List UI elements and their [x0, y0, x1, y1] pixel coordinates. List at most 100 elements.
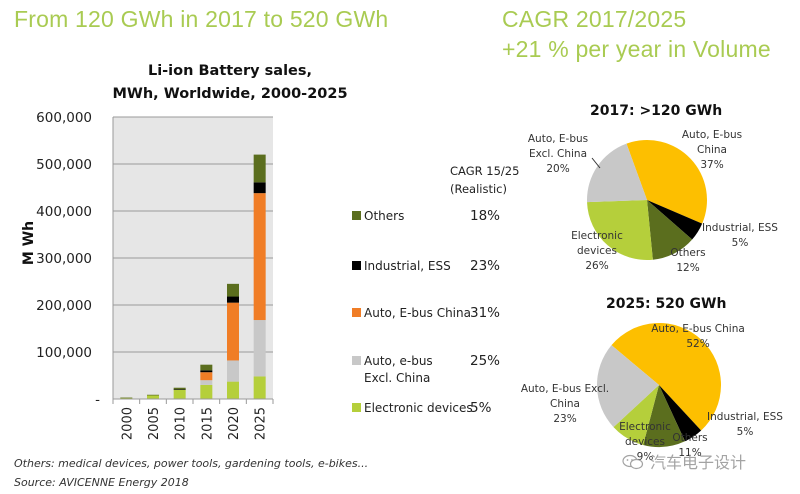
bars	[120, 154, 266, 399]
bar-segment	[120, 397, 133, 399]
source-note: Source: AVICENNE Energy 2018	[14, 476, 189, 489]
y-tick-label: 500,000	[36, 157, 92, 173]
pie-slice	[626, 140, 708, 224]
bar-chart-title: Li-ion Battery sales, MWh, Worldwide, 20…	[90, 60, 370, 106]
bar-segment	[253, 320, 266, 377]
x-tick-label: 2015	[200, 407, 215, 440]
pie-slice	[647, 200, 693, 260]
bar-segment	[200, 384, 213, 399]
legend-label: Auto, e-bus Excl. China	[364, 354, 433, 385]
pie-2025-title: 2025: 520 GWh	[606, 296, 727, 312]
bar-segment	[253, 376, 266, 399]
cagr-header: CAGR 15/25 (Realistic)	[450, 162, 519, 198]
y-axis-label: M Wh	[21, 221, 37, 265]
pie-label: 37%	[700, 159, 723, 171]
bar-chart: - 100,000 200,000 300,000 400,000 500,000 600,…	[21, 110, 274, 440]
bar-segment	[173, 389, 186, 399]
bar-chart-title-line1: Li-ion Battery sales,	[147, 63, 313, 79]
pie-label: Electronic	[571, 230, 623, 242]
x-tick-labels: 2000 2005 2010 2015 2020 2025	[112, 399, 274, 440]
x-tick-label: 2000	[120, 407, 135, 440]
bar-segment	[200, 370, 213, 373]
leader-line	[591, 157, 601, 169]
pie-slice	[587, 200, 653, 261]
y-tick-label: -	[95, 392, 100, 408]
legend-label: Auto, E-bus China	[364, 306, 471, 320]
watermark-text: 汽车电子设计	[650, 453, 747, 472]
legend-swatch	[352, 308, 361, 317]
pie-label: Excl. China	[529, 148, 587, 160]
bar-segment	[253, 154, 266, 183]
pie-label: 26%	[585, 260, 608, 272]
legend-label: Others	[364, 209, 405, 223]
pie-slice	[613, 385, 659, 445]
pie-label: Others	[672, 432, 707, 444]
pie-label: Industrial, ESS	[702, 222, 778, 234]
legend-swatch	[352, 356, 361, 365]
legend-swatch	[352, 403, 361, 412]
pie-label: Auto, E-bus	[528, 133, 588, 145]
y-tick-label: 600,000	[36, 110, 92, 126]
legend-cagr-value: 23%	[470, 258, 501, 274]
bar-segment	[200, 364, 213, 371]
pie-slice	[659, 385, 702, 442]
headline-cagr: CAGR 2017/2025	[502, 6, 687, 32]
legend-label: Industrial, ESS	[364, 259, 451, 273]
headline-left: From 120 GWh in 2017 to 520 GWh	[14, 6, 389, 32]
legend-label: Electronic devices	[364, 401, 473, 415]
legend-item: Auto, E-bus China 31%	[352, 305, 500, 322]
bar-segment	[253, 182, 266, 194]
footnote: Others: medical devices, power tools, ga…	[14, 457, 369, 470]
pie-label: Auto, E-bus	[682, 129, 742, 141]
bar-segment	[147, 395, 159, 399]
pie-slice	[611, 323, 721, 431]
pie-label: Auto, E-bus China	[651, 323, 745, 335]
watermark: 汽车电子设计	[622, 449, 746, 473]
pie-label: 5%	[737, 426, 754, 438]
legend-cagr-value: 18%	[470, 208, 501, 224]
bar-segment	[173, 389, 186, 390]
bar-segment	[227, 296, 239, 303]
bar-segment	[120, 397, 133, 399]
wechat-icon	[622, 454, 644, 470]
x-tick-label: 2025	[254, 407, 269, 440]
pie-2025	[596, 323, 721, 448]
cagr-header-line2: (Realistic)	[450, 182, 507, 196]
y-tick-label: 100,000	[36, 345, 92, 361]
y-tick-labels: - 100,000 200,000 300,000 400,000 500,000 600,…	[36, 110, 100, 408]
x-tick-label: 2020	[227, 407, 242, 440]
legend-item: Electronic devices 5%	[352, 400, 492, 417]
legend-swatch	[352, 261, 361, 270]
pie-slice	[643, 385, 686, 448]
legend-item: Others 18%	[352, 208, 500, 225]
x-tick-label: 2005	[147, 407, 162, 440]
pie-label: 23%	[553, 413, 576, 425]
bar-segment	[227, 283, 239, 297]
pie-label: Auto, E-bus Excl.	[521, 383, 609, 395]
bar-segment	[200, 372, 213, 381]
bar-segment	[227, 360, 239, 382]
pie-label: 20%	[546, 163, 569, 175]
legend-cagr-value: 25%	[470, 353, 501, 369]
pie-label: 5%	[732, 237, 749, 249]
bar-segment	[173, 387, 186, 390]
legend-item: Industrial, ESS 23%	[352, 258, 500, 275]
y-tick-label: 300,000	[36, 251, 92, 267]
pie-slice	[647, 200, 703, 240]
pie-2017-title: 2017: >120 GWh	[590, 103, 723, 119]
bar-chart-title-line2: MWh, Worldwide, 2000-2025	[112, 86, 348, 102]
pie-label: Others	[670, 247, 705, 259]
pie-2017	[587, 140, 708, 261]
y-tick-label: 200,000	[36, 298, 92, 314]
legend-cagr-value: 5%	[470, 400, 492, 416]
bar-segment	[147, 394, 159, 396]
bar-segment	[253, 193, 266, 321]
headline-growth: +21 % per year in Volume	[502, 36, 771, 62]
pie-label: 12%	[676, 262, 699, 274]
pie-label: China	[697, 144, 727, 156]
bar-segment	[227, 302, 239, 361]
legend-item: Auto, e-bus Excl. China 25%	[352, 353, 500, 387]
gridlines	[113, 116, 273, 353]
pie-slice	[587, 143, 647, 203]
pie-label: Industrial, ESS	[707, 411, 783, 423]
